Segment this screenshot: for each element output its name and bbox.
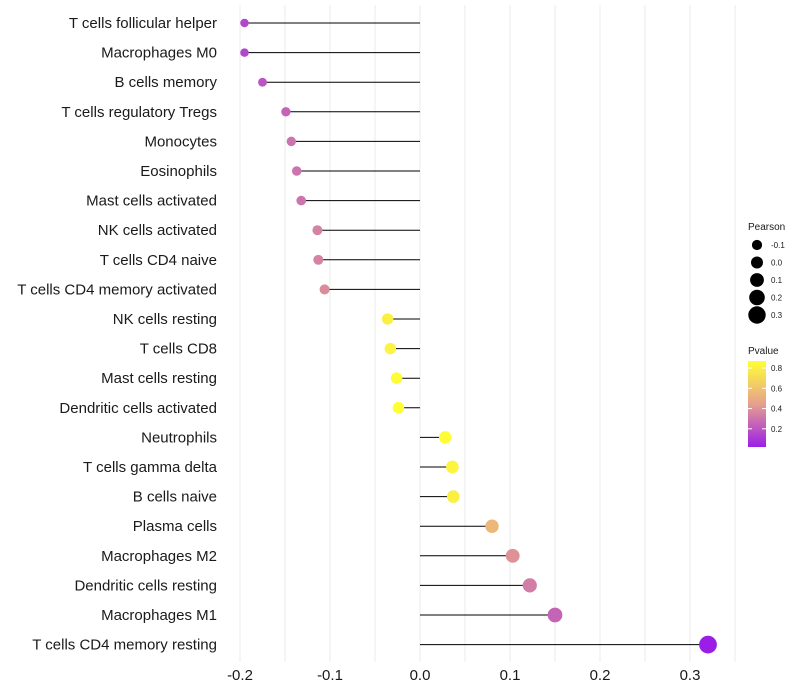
lollipop-point [485,519,499,533]
grid-lines [239,5,736,662]
category-label: Dendritic cells activated [59,400,217,417]
x-tick-label: 0.2 [590,667,611,684]
pvalue-legend-label: 0.4 [771,405,783,414]
category-label: T cells CD8 [140,341,217,358]
category-label: T cells CD4 naive [100,252,217,269]
lollipop-point [699,635,717,654]
x-axis-ticks: -0.2 -0.1 0.0 0.1 0.2 0.3 [227,667,700,684]
x-tick-label: 0.3 [680,667,701,684]
lollipop-point [446,460,459,474]
pearson-legend-dot [751,256,763,269]
pvalue-legend-label: 0.2 [771,425,783,434]
lollipop-stems [244,22,708,646]
category-label: T cells regulatory Tregs [61,104,217,121]
lollipop-point [319,284,330,295]
pvalue-legend-label: 0.8 [771,364,783,373]
pvalue-colorbar [748,361,766,447]
pvalue-color-legend: Pvalue 0.2 0.4 0.6 0.8 [748,346,783,447]
lollipop-point [281,107,291,117]
x-tick-label: 0.1 [500,667,521,684]
pearson-legend-dot [749,289,765,306]
category-label: NK cells activated [98,222,217,239]
category-label: T cells CD4 memory activated [17,281,217,298]
lollipop-point [390,372,403,384]
pearson-legend-label: 0.1 [771,276,783,285]
x-tick-label: 0.0 [410,667,431,684]
category-label: Dendritic cells resting [74,577,217,594]
lollipop-point [505,548,520,563]
lollipop-point [446,490,460,503]
pvalue-legend-title: Pvalue [748,346,779,357]
category-labels: T cells follicular helper Macrophages M0 B… [17,15,217,654]
lollipop-point [547,607,563,623]
lollipop-point [313,254,324,265]
category-label: B cells naive [133,489,217,506]
x-tick-label: -0.2 [227,667,253,684]
category-label: Macrophages M0 [101,45,217,62]
lollipop-points [240,18,717,654]
category-label: NK cells resting [113,311,217,328]
lollipop-point [522,578,537,593]
lollipop-point [258,77,267,87]
pearson-legend-label: -0.1 [771,241,785,250]
lollipop-point [286,136,297,147]
category-label: B cells memory [114,74,217,91]
pearson-size-legend: Pearson -0.1 0.0 0.1 0.2 0.3 [748,222,785,324]
lollipop-point [384,342,397,355]
lollipop-point [240,48,249,57]
category-label: Plasma cells [133,518,217,535]
pearson-legend-dot [748,306,766,324]
pearson-legend-dot [751,239,763,251]
pearson-legend-title: Pearson [748,222,785,233]
category-label: Neutrophils [141,429,217,446]
pearson-legend-label: 0.0 [771,259,783,268]
lollipop-point [392,402,405,414]
lollipop-point [438,431,452,444]
pearson-legend-label: 0.3 [771,311,783,320]
category-label: Mast cells resting [101,370,217,387]
pearson-legend-dot [750,273,764,287]
lollipop-point [291,166,302,176]
lollipop-point [312,225,323,236]
category-label: T cells CD4 memory resting [32,637,217,654]
category-label: T cells gamma delta [83,459,218,476]
category-label: Macrophages M1 [101,607,217,624]
lollipop-point [296,195,307,206]
lollipop-point [240,18,249,28]
pvalue-legend-label: 0.6 [771,384,783,393]
x-tick-label: -0.1 [317,667,343,684]
category-label: T cells follicular helper [69,15,217,32]
lollipop-point [381,313,394,325]
category-label: Monocytes [144,133,217,150]
category-label: Eosinophils [140,163,217,180]
category-label: Macrophages M2 [101,548,217,565]
pearson-legend-label: 0.2 [771,294,783,303]
category-label: Mast cells activated [86,193,217,210]
